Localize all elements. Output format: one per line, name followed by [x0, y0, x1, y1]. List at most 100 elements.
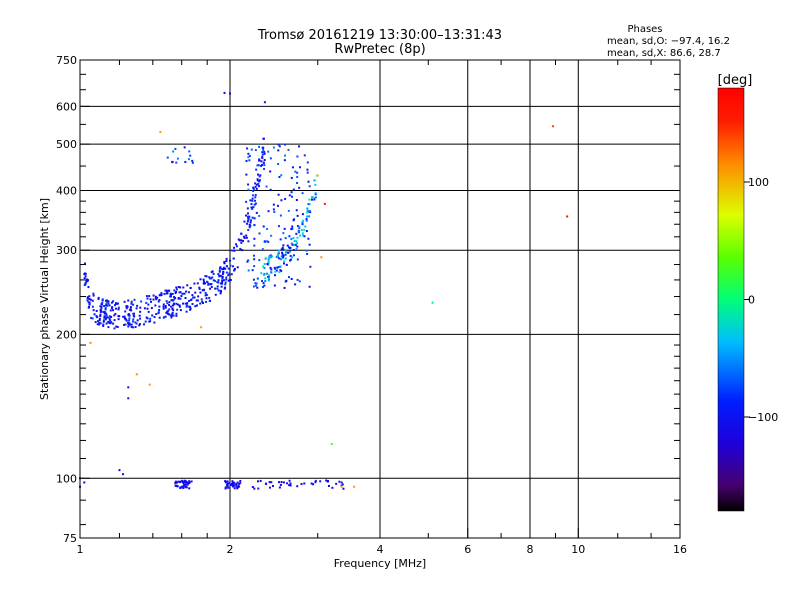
cluster-point: [267, 240, 270, 243]
o-trace-point: [178, 291, 181, 294]
o-trace-point: [102, 324, 105, 327]
o-trace-point: [124, 323, 127, 326]
o-trace-point: [97, 296, 100, 299]
o-trace-point: [260, 160, 263, 163]
cluster-point: [247, 259, 250, 262]
o-trace-point: [101, 302, 104, 305]
o-trace-point: [239, 248, 242, 251]
x-trace-point: [290, 237, 293, 240]
cluster-point: [265, 185, 268, 188]
o-trace-point: [202, 282, 205, 285]
phases-x-mean-sd: mean, sd,X: 86.6, 28.7: [607, 48, 721, 59]
y-tick-label: 600: [56, 100, 77, 113]
x-trace-point: [275, 269, 278, 272]
x-trace-point: [288, 247, 291, 250]
o-trace-point: [185, 290, 188, 293]
sporadic-e-point: [184, 483, 187, 486]
cluster-point: [295, 209, 298, 212]
cluster-point: [247, 240, 250, 243]
cluster-point: [258, 232, 261, 235]
o-trace-point: [164, 305, 167, 308]
o-trace-point: [251, 194, 254, 197]
cluster-point: [248, 159, 251, 162]
o-trace-point: [130, 325, 133, 328]
y-tick-label: 750: [56, 54, 77, 67]
o-trace-point: [178, 305, 181, 308]
o-trace-point: [188, 305, 191, 308]
cluster-point: [283, 227, 286, 230]
o-trace-point: [257, 182, 260, 185]
cluster-point: [296, 258, 299, 261]
x-trace-point: [285, 263, 288, 266]
cluster-point: [247, 156, 250, 159]
cluster-point: [296, 278, 299, 281]
o-trace-point: [138, 314, 141, 317]
sporadic-e-point: [182, 481, 185, 484]
o-trace-point: [149, 317, 152, 320]
o-trace-point: [179, 286, 182, 289]
o-trace-point: [232, 265, 235, 268]
cluster-point: [253, 244, 256, 247]
cluster-point: [298, 166, 301, 169]
o-trace-point: [222, 266, 225, 269]
o-trace-point: [240, 232, 243, 235]
o-trace-point: [162, 305, 165, 308]
o-trace-point: [106, 304, 109, 307]
o-trace-point: [224, 281, 227, 284]
o-trace-point: [134, 326, 137, 329]
o-trace-point: [238, 239, 241, 242]
sporadic-e-point: [237, 485, 240, 488]
o-trace-point: [104, 311, 107, 314]
x-trace-point: [282, 256, 285, 259]
cluster-point: [266, 228, 269, 231]
o-trace-point: [172, 298, 175, 301]
x-trace-point: [291, 256, 294, 259]
o-trace-point: [183, 292, 186, 295]
o-trace-point: [222, 268, 225, 271]
cluster-point: [287, 276, 290, 279]
o-trace-point: [221, 268, 224, 271]
o-trace-point: [252, 206, 255, 209]
o-trace-point: [93, 313, 96, 316]
x-trace-point: [306, 207, 309, 210]
o-trace-point: [116, 302, 119, 305]
cluster-point: [298, 145, 301, 148]
cluster-point: [298, 186, 301, 189]
x-axis-tick-labels: 1 2 4 6 8 10 16: [77, 543, 688, 556]
o-trace-point: [219, 282, 222, 285]
sporadic-e-point: [278, 486, 281, 489]
cluster-point: [272, 208, 275, 211]
x-trace-point: [306, 211, 309, 214]
o-trace-point: [233, 246, 236, 249]
o-trace-point: [221, 280, 224, 283]
o-trace-point: [127, 299, 130, 302]
y-tick-label: 500: [56, 138, 77, 151]
sporadic-e-point: [226, 483, 229, 486]
x-trace-point: [301, 223, 304, 226]
sporadic-e-point: [183, 480, 186, 483]
o-trace-point: [99, 311, 102, 314]
sporadic-e-point: [239, 479, 242, 482]
isolated-point: [118, 469, 121, 472]
o-trace-point: [246, 220, 249, 223]
o-trace-point: [212, 279, 215, 282]
o-trace-point: [166, 292, 169, 295]
o-trace-point: [240, 239, 243, 242]
o-trace-point: [158, 309, 161, 312]
o-trace-point: [98, 317, 101, 320]
o-trace-point: [261, 155, 264, 158]
o-trace-point: [197, 295, 200, 298]
o-trace-point: [146, 297, 149, 300]
o-trace-point: [254, 185, 257, 188]
x-tick-label: 1: [77, 543, 84, 556]
isolated-point: [330, 442, 333, 445]
o-trace-point: [125, 319, 128, 322]
x-trace-point: [278, 249, 281, 252]
x-trace-point: [300, 228, 303, 231]
x-trace-point: [308, 203, 311, 206]
cluster-point: [263, 164, 266, 167]
o-trace-point: [261, 156, 264, 159]
o-trace-point: [171, 292, 174, 295]
o-trace-point: [142, 323, 145, 326]
o-trace-point: [131, 326, 134, 329]
